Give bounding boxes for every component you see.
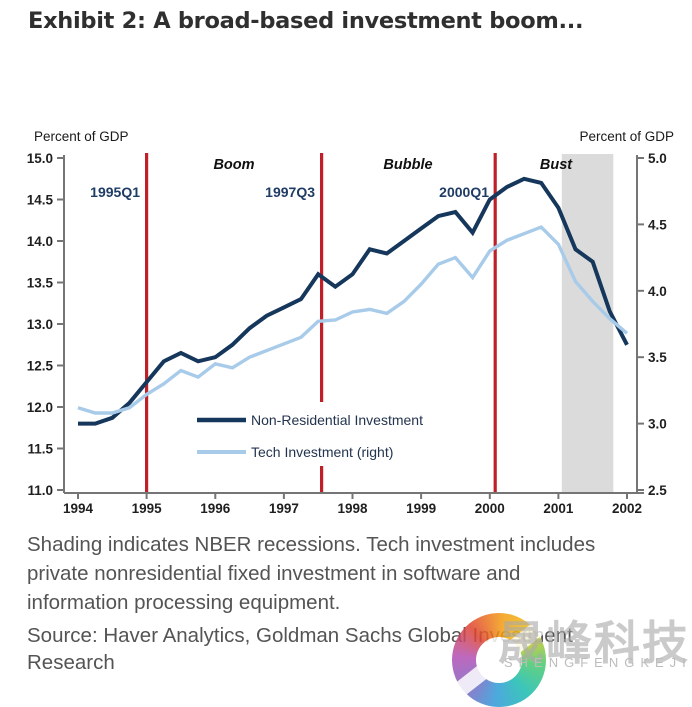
- y-right-tick-label: 3.0: [648, 417, 667, 432]
- phase-label-boom: Boom: [213, 157, 254, 173]
- footnote-line: information processing equipment.: [27, 591, 341, 614]
- source-text: Source: Haver Analytics, Goldman Sachs G…: [27, 622, 687, 676]
- y-left-tick-label: 11.5: [27, 442, 53, 457]
- y-right-tick-label: 2.5: [648, 483, 667, 498]
- series-line-tech: [77, 225, 629, 415]
- y-right-tick-label: 3.5: [648, 350, 667, 365]
- y-left-tick-label: 13.5: [27, 276, 54, 291]
- chart-generated-layer: 15.0 14.5 14.0 13.5 13.0 12.5 12.0 11.5 11.0 5.0 4…: [27, 151, 668, 516]
- series-line-non-residential: [78, 176, 629, 426]
- left-axis-title: Percent of GDP: [34, 129, 129, 144]
- y-left-tick-label: 14.0: [27, 234, 53, 249]
- footnote-line: private nonresidential fixed investment …: [27, 562, 521, 585]
- legend-background: [188, 402, 440, 466]
- x-tick-label: 1998: [337, 501, 368, 516]
- y-left-tick-label: 12.5: [27, 359, 54, 374]
- x-tick-label: 1997: [269, 501, 299, 516]
- source-line: Research: [27, 651, 115, 674]
- legend-label-non-residential: Non-Residential Investment: [251, 412, 423, 428]
- y-right-tick-label: 5.0: [648, 151, 667, 166]
- legend-label-tech: Tech Investment (right): [251, 444, 393, 460]
- y-left-tick-label: 12.0: [27, 400, 53, 415]
- footnote-line: Shading indicates NBER recessions. Tech …: [27, 533, 596, 556]
- y-left-tick-label: 11.0: [27, 483, 53, 498]
- y-left-tick-label: 15.0: [27, 151, 53, 166]
- investment-chart: 15.0 14.5 14.0 13.5 13.0 12.5 12.0 11.5 11.0 5.0 4…: [27, 129, 674, 516]
- phase-label-bust: Bust: [540, 157, 573, 173]
- x-tick-label: 2001: [543, 501, 574, 516]
- x-tick-label: 1994: [63, 501, 94, 516]
- event-label-2000q1: 2000Q1: [439, 184, 489, 200]
- y-left-tick-label: 14.5: [27, 193, 54, 208]
- x-tick-label: 1999: [406, 501, 436, 516]
- source-line: Source: Haver Analytics, Goldman Sachs G…: [27, 624, 573, 647]
- exhibit-title: Exhibit 2: A broad-based investment boom…: [28, 8, 584, 34]
- x-tick-label: 1995: [132, 501, 163, 516]
- x-tick-label: 2002: [612, 501, 642, 516]
- chart-annotations: Percent of GDP Percent of GDP Boom Bubbl…: [34, 129, 674, 466]
- event-label-1997q3: 1997Q3: [265, 184, 315, 200]
- event-label-1995q1: 1995Q1: [90, 184, 140, 200]
- chart-legend: Non-Residential Investment Tech Investme…: [188, 402, 440, 466]
- y-right-tick-label: 4.5: [648, 217, 667, 232]
- y-left-tick-label: 13.0: [27, 317, 53, 332]
- recession-band: [561, 154, 614, 493]
- chart-footnote: Shading indicates NBER recessions. Tech …: [27, 530, 687, 617]
- x-tick-label: 2000: [475, 501, 505, 516]
- phase-label-bubble: Bubble: [383, 157, 432, 173]
- right-axis-title: Percent of GDP: [579, 129, 674, 144]
- y-right-tick-label: 4.0: [648, 284, 667, 299]
- x-tick-label: 1996: [200, 501, 231, 516]
